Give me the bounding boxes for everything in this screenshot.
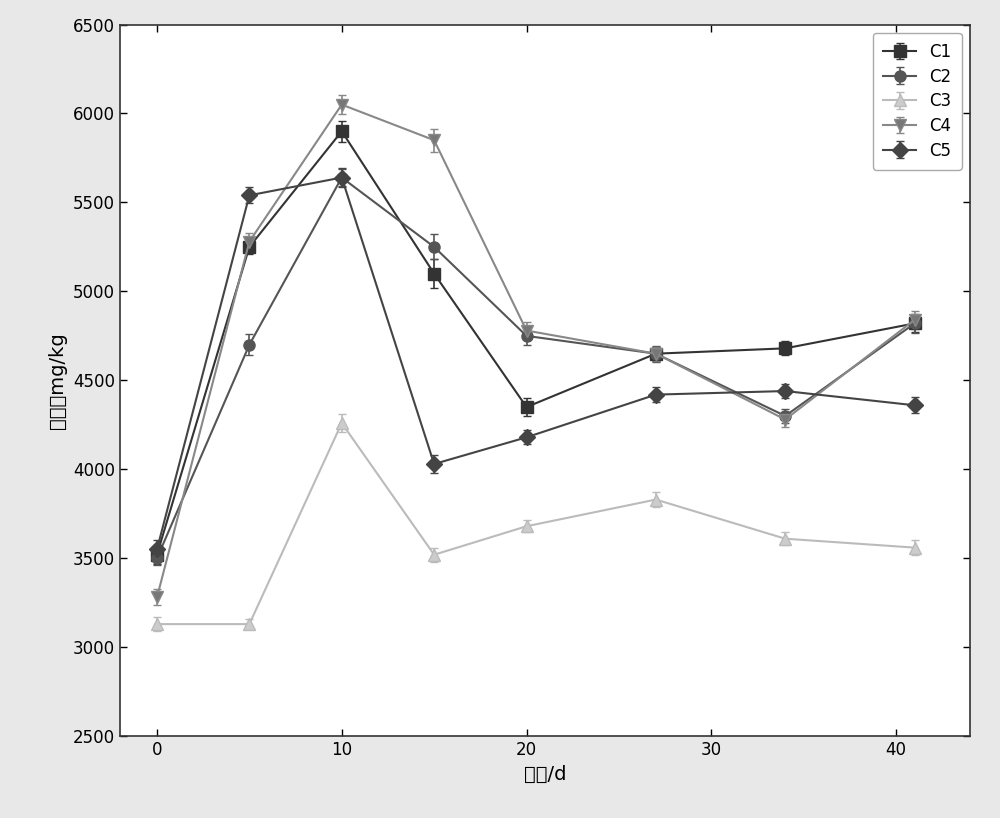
X-axis label: 时间/d: 时间/d xyxy=(524,765,566,784)
Y-axis label: 碱解氭mg/kg: 碱解氭mg/kg xyxy=(48,332,67,429)
Legend: C1, C2, C3, C4, C5: C1, C2, C3, C4, C5 xyxy=(873,33,962,169)
